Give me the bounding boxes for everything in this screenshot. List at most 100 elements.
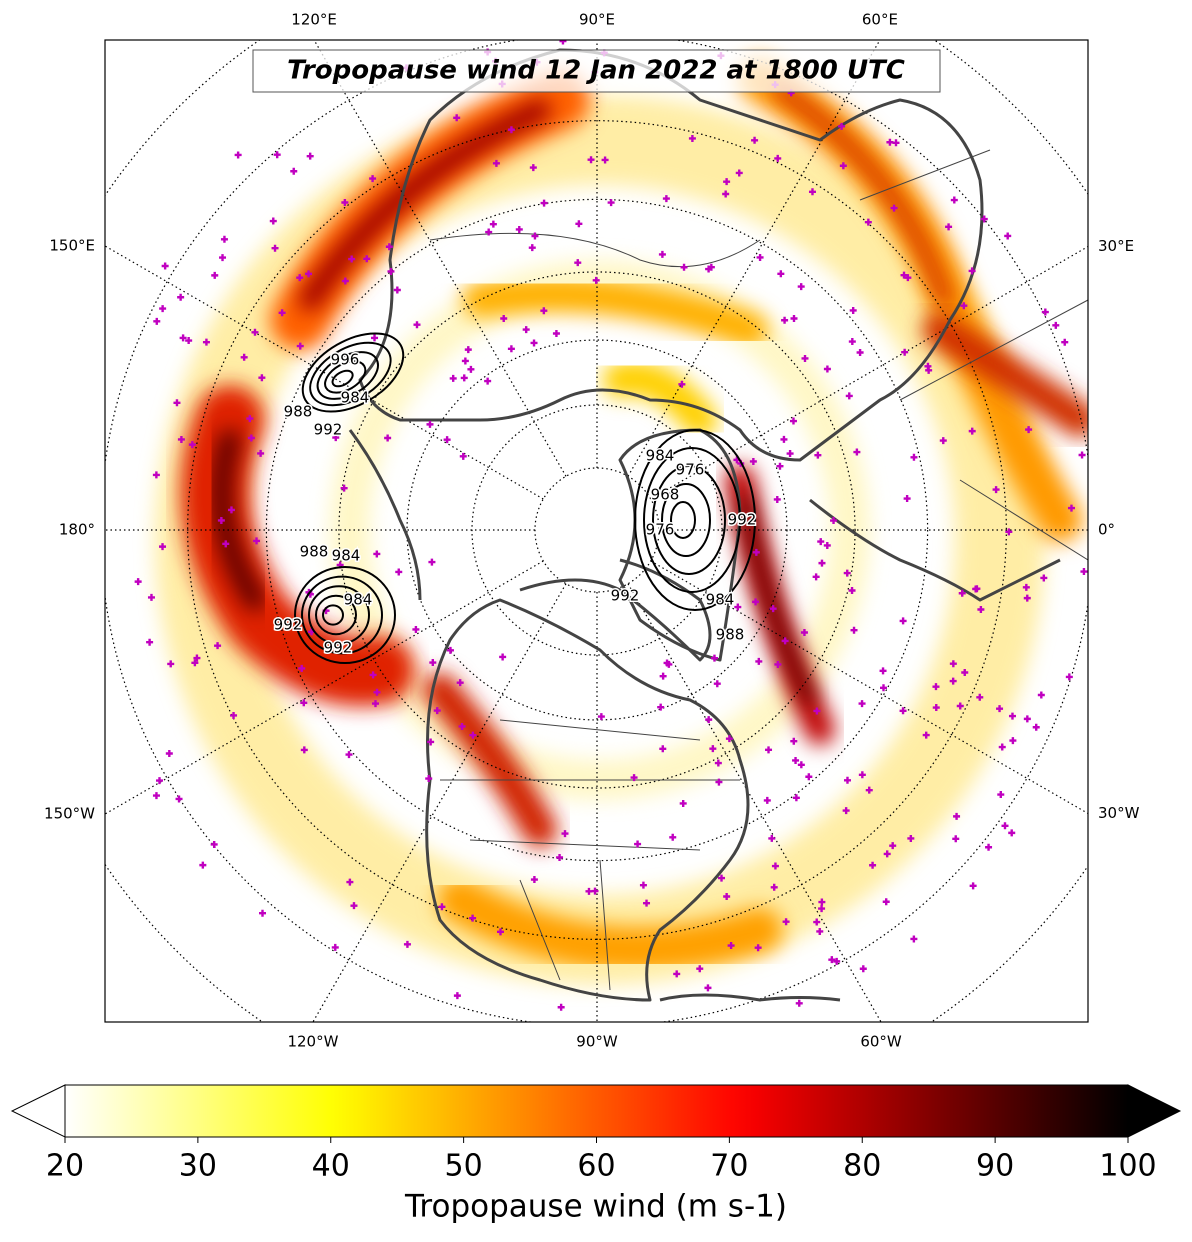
longitude-label: 120°W [287, 1033, 338, 1051]
station [1023, 594, 1031, 602]
station [412, 625, 420, 633]
station [191, 659, 199, 667]
station [134, 578, 142, 586]
station [899, 617, 907, 625]
station [755, 657, 763, 665]
station [1025, 426, 1033, 434]
station [340, 484, 348, 492]
station [780, 435, 788, 443]
station [770, 883, 778, 891]
station [707, 263, 715, 271]
contour [315, 594, 357, 636]
station [856, 348, 864, 356]
contour-label: 984 [646, 447, 675, 465]
station [996, 705, 1004, 713]
station [792, 794, 800, 802]
station [949, 677, 957, 685]
station [369, 671, 377, 679]
station [220, 235, 228, 243]
station [331, 943, 339, 951]
colorbar-tick-label: 60 [577, 1149, 615, 1184]
contour-label: 984 [344, 591, 373, 609]
station [427, 738, 435, 746]
station [500, 314, 508, 322]
station [428, 558, 436, 566]
station [1037, 691, 1045, 699]
station [774, 154, 782, 162]
station [904, 274, 912, 282]
station [438, 903, 446, 911]
contour [652, 465, 726, 575]
station [900, 271, 908, 279]
station [257, 449, 265, 457]
colorbar-tick-label: 70 [710, 1149, 748, 1184]
station [177, 293, 185, 301]
station [774, 660, 782, 668]
station [823, 541, 831, 549]
station [754, 944, 762, 952]
station [561, 830, 569, 838]
longitude-label: 90°W [576, 1033, 618, 1051]
contour-label: 992 [274, 616, 303, 634]
station [456, 679, 464, 687]
colorbar-tick-label: 40 [312, 1149, 350, 1184]
parallel [338, 271, 856, 789]
contour-label: 992 [611, 587, 640, 605]
station [781, 637, 789, 645]
station [997, 791, 1005, 799]
contour-label: 984 [332, 547, 361, 565]
station [199, 861, 207, 869]
station [1032, 723, 1040, 731]
station [152, 792, 160, 800]
contour-label: 992 [314, 421, 343, 439]
station [843, 569, 851, 577]
station [658, 250, 666, 258]
station [234, 151, 242, 159]
station [210, 840, 218, 848]
station [240, 353, 248, 361]
station [769, 605, 777, 613]
station [723, 178, 731, 186]
station [976, 693, 984, 701]
station [227, 506, 235, 514]
station [956, 702, 964, 710]
station [458, 722, 466, 730]
station [575, 220, 583, 228]
station [727, 942, 735, 950]
station [925, 366, 933, 374]
station [659, 672, 667, 680]
meridian [627, 40, 881, 477]
station [949, 660, 957, 668]
meridian [650, 560, 1088, 814]
contour [301, 332, 405, 413]
station [557, 1003, 565, 1011]
station [332, 434, 340, 442]
station [659, 745, 667, 753]
longitude-label: 30°W [1098, 804, 1140, 822]
station [530, 876, 538, 884]
station [725, 735, 733, 743]
station [797, 761, 805, 769]
station [1005, 528, 1013, 536]
station [290, 167, 298, 175]
parallel [471, 404, 723, 656]
colorbar-scale [65, 1085, 1128, 1137]
contour-label: 968 [651, 486, 680, 504]
station [714, 759, 722, 767]
station [1065, 673, 1073, 681]
station [591, 887, 599, 895]
station [801, 354, 809, 362]
station [147, 593, 155, 601]
station [709, 745, 717, 753]
station [1041, 308, 1049, 316]
station [735, 169, 743, 177]
station [704, 984, 712, 992]
station [278, 309, 286, 317]
station [363, 255, 371, 263]
station [899, 707, 907, 715]
station [786, 450, 794, 458]
station [433, 707, 441, 715]
station [910, 935, 918, 943]
parallel [406, 339, 788, 721]
